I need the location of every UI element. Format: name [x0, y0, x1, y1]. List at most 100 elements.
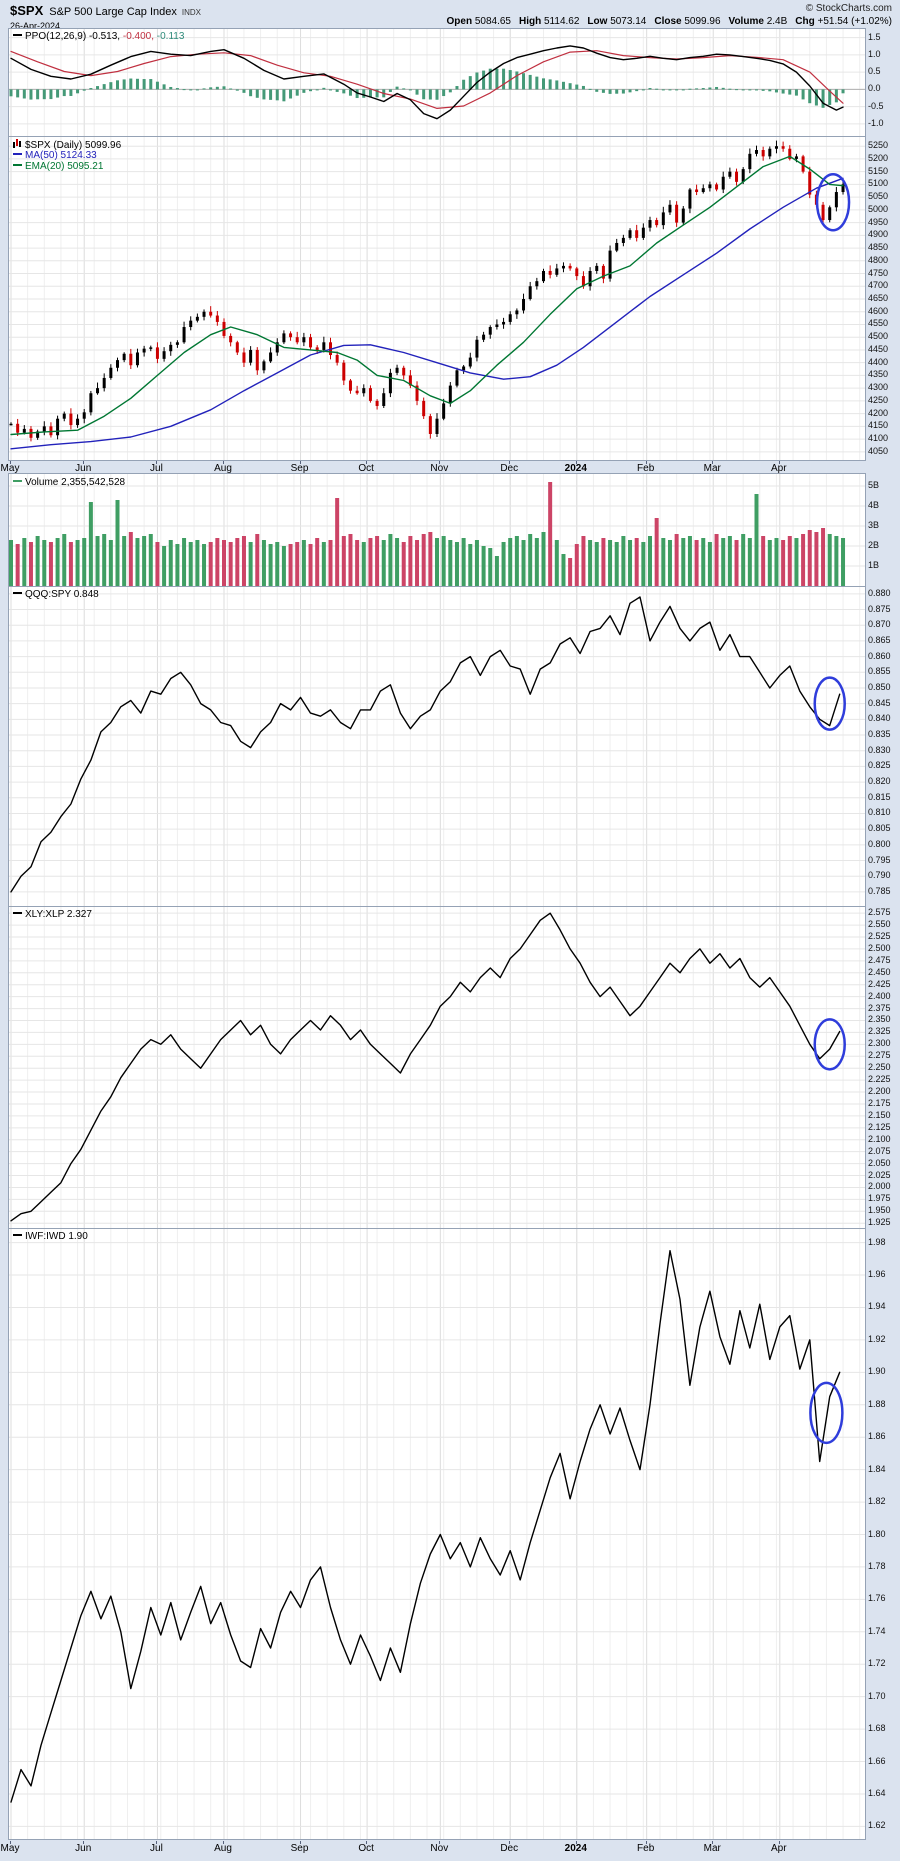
y-tick-label: 1.94 — [868, 1301, 886, 1312]
spx-legend: $SPX (Daily) 5099.96 — [13, 139, 121, 151]
x-axis-month-label: Jul — [150, 463, 163, 474]
y-tick-label: 2.350 — [868, 1014, 891, 1025]
month-tick — [712, 461, 714, 464]
exchange-tag: INDX — [181, 8, 201, 17]
y-tick-label: 5250 — [868, 140, 889, 151]
y-tick-label: 2.025 — [868, 1169, 891, 1180]
ppo-legend: PPO(12,26,9) -0.513, -0.400, -0.113 — [13, 31, 184, 42]
y-tick-label: 0.865 — [868, 634, 891, 645]
y-tick-label: 1.72 — [868, 1658, 886, 1669]
volume-swatch — [13, 480, 22, 483]
y-tick-label: 2.375 — [868, 1002, 891, 1013]
month-tick — [509, 1841, 511, 1844]
chart-header: $SPX S&P 500 Large Cap Index INDX © StockC… — [10, 2, 893, 31]
ma50-line — [10, 177, 844, 450]
ppo-hist-value: -0.113 — [156, 31, 185, 42]
upper-chart-block — [8, 28, 866, 461]
ema20-legend: EMA(20) 5095.21 — [13, 161, 103, 172]
y-tick-label: 0.855 — [868, 666, 891, 677]
month-tick — [10, 461, 11, 464]
symbol: $SPX — [10, 3, 44, 18]
spx-title: $SPX (Daily) 5099.96 — [25, 140, 122, 151]
x-axis-month-label: 2024 — [564, 1843, 587, 1854]
month-tick — [83, 461, 85, 464]
quote-value: 5099.96 — [684, 16, 721, 27]
panel-separator — [9, 586, 865, 587]
iwf-iwd-title: IWF:IWD 1.90 — [25, 1231, 88, 1242]
ppo-line-swatch — [13, 34, 22, 37]
y-tick-label: 4B — [868, 500, 880, 510]
x-axis-months-bottom: May Jun Jul Aug Sep Oct Nov Dec 2024 Feb Mar Apr — [0, 1841, 900, 1860]
ema20-line — [10, 155, 844, 436]
y-tick-label: 1.74 — [868, 1625, 886, 1636]
qqq-spy-legend: QQQ:SPY 0.848 — [13, 589, 99, 600]
volume-y-axis-labels: 5B 4B 3B 2B 1B — [868, 473, 900, 585]
y-tick-label: 2.575 — [868, 907, 891, 918]
symbol-name: S&P 500 Large Cap Index — [49, 6, 177, 18]
y-tick-label: 4450 — [868, 343, 889, 354]
ppo-y-axis-labels: 1.5 1.0 0.5 0.0 -0.5 -1.0 — [868, 28, 900, 135]
y-tick-label: 1.925 — [868, 1217, 891, 1228]
y-tick-label: 1.82 — [868, 1496, 886, 1507]
y-tick-label: 0.810 — [868, 807, 891, 818]
month-tick — [778, 461, 780, 464]
y-tick-label: 4350 — [868, 369, 889, 380]
lower-chart-block — [8, 473, 866, 1840]
month-tick — [509, 461, 511, 464]
x-axis-month-label: May — [0, 463, 20, 474]
month-tick — [299, 1841, 301, 1844]
y-tick-label: 1.80 — [868, 1528, 886, 1539]
y-tick-label: 0.820 — [868, 776, 891, 787]
y-tick-label: 1.62 — [868, 1820, 886, 1831]
quote-label: Volume — [728, 16, 764, 27]
ppo-chart — [9, 29, 865, 136]
copyright: © StockCharts.com — [805, 3, 892, 14]
y-tick-label: 5B — [868, 480, 880, 490]
y-tick-label: 1.950 — [868, 1205, 891, 1216]
x-axis-month-label: Oct — [358, 463, 374, 474]
y-tick-label: 4700 — [868, 280, 889, 291]
xly-xlp-legend: XLY:XLP 2.327 — [13, 909, 92, 920]
x-axis-month-label: Apr — [771, 463, 787, 474]
x-axis-month-label: Feb — [637, 463, 655, 474]
ppo-line — [10, 45, 844, 120]
x-axis-month-label: Feb — [637, 1843, 655, 1854]
y-tick-label: 4600 — [868, 305, 889, 316]
volume-title: Volume 2,355,542,528 — [25, 477, 126, 488]
highlight-ellipse — [813, 676, 846, 731]
y-tick-label: 2.500 — [868, 942, 891, 953]
y-tick-label: 1.66 — [868, 1755, 886, 1766]
y-tick-label: 0.795 — [868, 854, 891, 865]
xly_xlp-y-axis-labels: 2.575 2.550 2.525 2.500 2.475 2.450 2.425 2.400… — [868, 905, 900, 1227]
quote-label: Low — [587, 16, 608, 27]
quote-value: 5073.14 — [610, 16, 647, 27]
y-tick-label: 4200 — [868, 407, 889, 418]
y-tick-label: 2.275 — [868, 1050, 891, 1061]
quote-value: +51.54 (+1.02%) — [817, 16, 893, 27]
x-axis-month-label: Jul — [150, 1843, 163, 1854]
ma50-legend: MA(50) 5124.33 — [13, 150, 97, 161]
quote-label: High — [519, 16, 542, 27]
highlight-ellipse — [815, 172, 851, 232]
y-tick-label: 1.92 — [868, 1333, 886, 1344]
x-axis-month-label: Dec — [500, 1843, 519, 1854]
month-tick — [299, 461, 301, 464]
volume-bars — [9, 482, 846, 586]
y-tick-label: 4800 — [868, 254, 889, 265]
y-tick-label: 4100 — [868, 433, 889, 444]
y-tick-label: 4150 — [868, 420, 889, 431]
spx-price-chart — [9, 136, 865, 460]
ema20-label: EMA(20) 5095.21 — [25, 161, 104, 172]
y-tick-label: 1.98 — [868, 1236, 886, 1247]
quote-value: 5084.65 — [474, 16, 511, 27]
y-tick-label: 1.88 — [868, 1398, 886, 1409]
gridlines — [9, 906, 865, 1228]
y-tick-label: 5150 — [868, 165, 889, 176]
y-tick-label: 1.78 — [868, 1560, 886, 1571]
gridlines — [9, 586, 865, 906]
iwf_iwd-line — [10, 1250, 841, 1803]
y-tick-label: 1.5 — [868, 31, 881, 42]
y-tick-label: -0.5 — [868, 100, 884, 111]
y-tick-label: 0.845 — [868, 697, 891, 708]
quote-label: Close — [654, 16, 682, 27]
